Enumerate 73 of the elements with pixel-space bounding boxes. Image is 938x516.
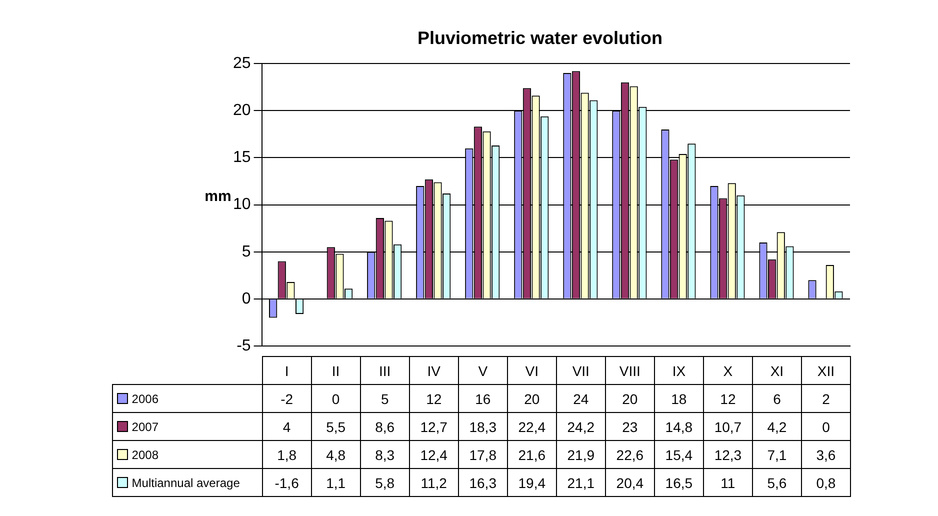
x-tick-label: VI	[507, 356, 556, 384]
data-label: 21,1	[556, 468, 606, 496]
x-tick-label: XI	[752, 356, 802, 384]
legend-label: Multiannual average	[112, 468, 262, 496]
y-tick-label: 25	[233, 55, 251, 72]
data-label: 12	[703, 384, 752, 412]
data-label: 11	[703, 468, 752, 496]
data-label: 20	[605, 384, 654, 412]
data-label: -2	[262, 384, 312, 412]
data-label: 5,6	[752, 468, 802, 496]
data-label: 5	[360, 384, 410, 412]
data-label: 5,5	[311, 412, 360, 440]
data-label: 8,6	[360, 412, 410, 440]
x-tick-label: X	[703, 356, 752, 384]
y-tick-label: 20	[233, 102, 251, 120]
data-label: 8,3	[360, 440, 410, 468]
data-label: 14,8	[654, 412, 704, 440]
y-tick-label: 5	[242, 243, 251, 260]
data-label: 1,8	[262, 440, 312, 468]
y-tick-label: 10	[233, 196, 251, 214]
data-label: 4,2	[752, 412, 802, 440]
x-tick-label: IX	[654, 356, 704, 384]
legend-label: 2007	[112, 412, 262, 440]
data-label: 12,7	[409, 412, 458, 440]
data-label: 3,6	[801, 440, 850, 468]
data-label: 16,5	[654, 468, 704, 496]
data-label: 12,4	[409, 440, 458, 468]
data-label: 17,8	[458, 440, 508, 468]
x-tick-label: II	[311, 356, 360, 384]
data-label: 16,3	[458, 468, 508, 496]
data-label: 20	[507, 384, 556, 412]
data-label: 16	[458, 384, 508, 412]
x-tick-label: VII	[556, 356, 606, 384]
data-label: 24	[556, 384, 606, 412]
data-label: -1,6	[262, 468, 312, 496]
x-tick-label: V	[458, 356, 508, 384]
y-tick-label: 0	[242, 290, 251, 308]
data-label: 11,2	[409, 468, 458, 496]
data-label: 22,6	[605, 440, 654, 468]
x-tick-label: XII	[801, 356, 850, 384]
data-label: 0	[801, 412, 850, 440]
x-tick-label: I	[262, 356, 312, 384]
chart-title: Pluviometric water evolution	[417, 28, 663, 48]
data-label: 4	[262, 412, 312, 440]
data-label: 12,3	[703, 440, 752, 468]
legend-label: 2006	[112, 384, 262, 412]
data-label: 6	[752, 384, 802, 412]
data-label: 0,8	[801, 468, 850, 496]
legend-label: 2008	[112, 440, 262, 468]
data-label: 0	[311, 384, 360, 412]
y-axis-title: mm	[204, 188, 232, 205]
data-label: 18	[654, 384, 704, 412]
data-label: 10,7	[703, 412, 752, 440]
y-tick-label: 15	[233, 149, 251, 166]
y-tick-label: -5	[236, 337, 251, 354]
data-label: 22,4	[507, 412, 556, 440]
data-label: 12	[409, 384, 458, 412]
x-tick-label: VIII	[605, 356, 654, 384]
data-label: 19,4	[507, 468, 556, 496]
data-label: 18,3	[458, 412, 508, 440]
data-label: 20,4	[605, 468, 654, 496]
data-label: 21,6	[507, 440, 556, 468]
x-tick-label: IV	[409, 356, 458, 384]
data-label: 7,1	[752, 440, 802, 468]
data-label: 15,4	[654, 440, 704, 468]
data-label: 4,8	[311, 440, 360, 468]
data-label: 21,9	[556, 440, 606, 468]
data-label: 24,2	[556, 412, 606, 440]
data-label: 2	[801, 384, 850, 412]
data-label: 23	[605, 412, 654, 440]
data-label: 5,8	[360, 468, 410, 496]
data-label: 1,1	[311, 468, 360, 496]
x-tick-label: III	[360, 356, 410, 384]
